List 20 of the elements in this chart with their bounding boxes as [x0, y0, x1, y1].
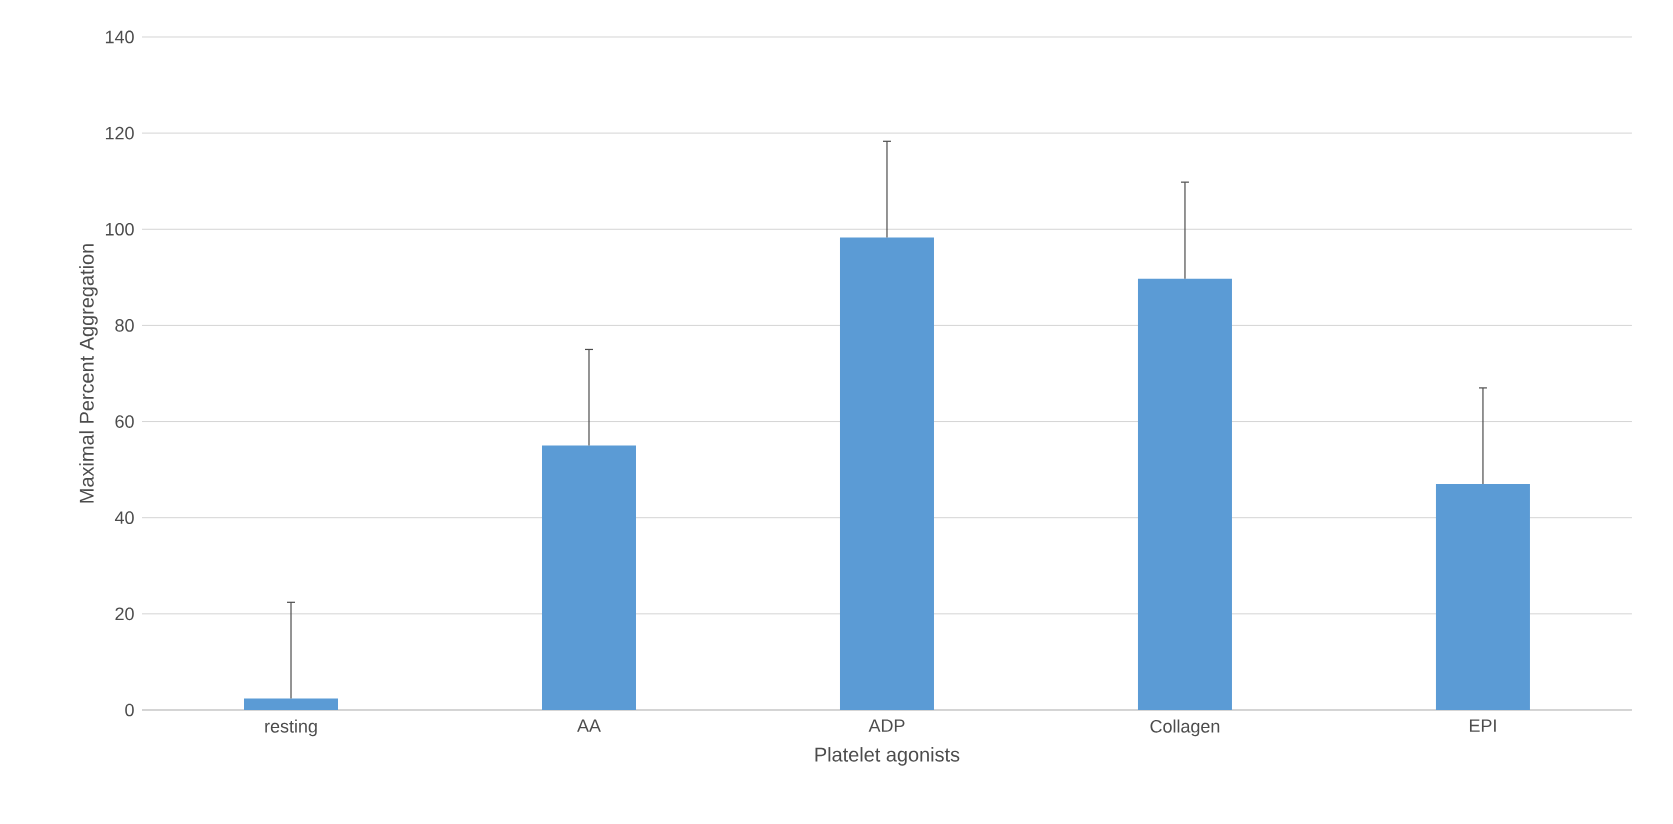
y-tick-label: 80	[115, 319, 134, 332]
y-tick-label: 20	[115, 607, 134, 621]
x-axis-title: Platelet agonists	[815, 747, 960, 766]
bar	[542, 445, 636, 710]
y-tick-label: 140	[105, 30, 134, 44]
x-tick-label: AA	[577, 719, 601, 732]
y-tick-label: 100	[105, 222, 134, 236]
bar	[1137, 278, 1232, 710]
y-axis-title: Maximal Percent Aggregation	[79, 244, 98, 503]
x-tick-label: ADP	[868, 719, 905, 732]
bar	[839, 237, 934, 710]
y-tick-label: 60	[115, 415, 134, 428]
x-tick-label: Collagen	[1150, 719, 1220, 737]
x-tick-label: resting	[265, 719, 317, 737]
y-tick-label: 0	[125, 703, 134, 717]
y-tick-label: 40	[114, 511, 134, 525]
x-tick-label: EPI	[1469, 719, 1496, 732]
bar	[244, 698, 339, 710]
bar	[1435, 484, 1530, 710]
y-tick-label: 120	[105, 126, 134, 140]
